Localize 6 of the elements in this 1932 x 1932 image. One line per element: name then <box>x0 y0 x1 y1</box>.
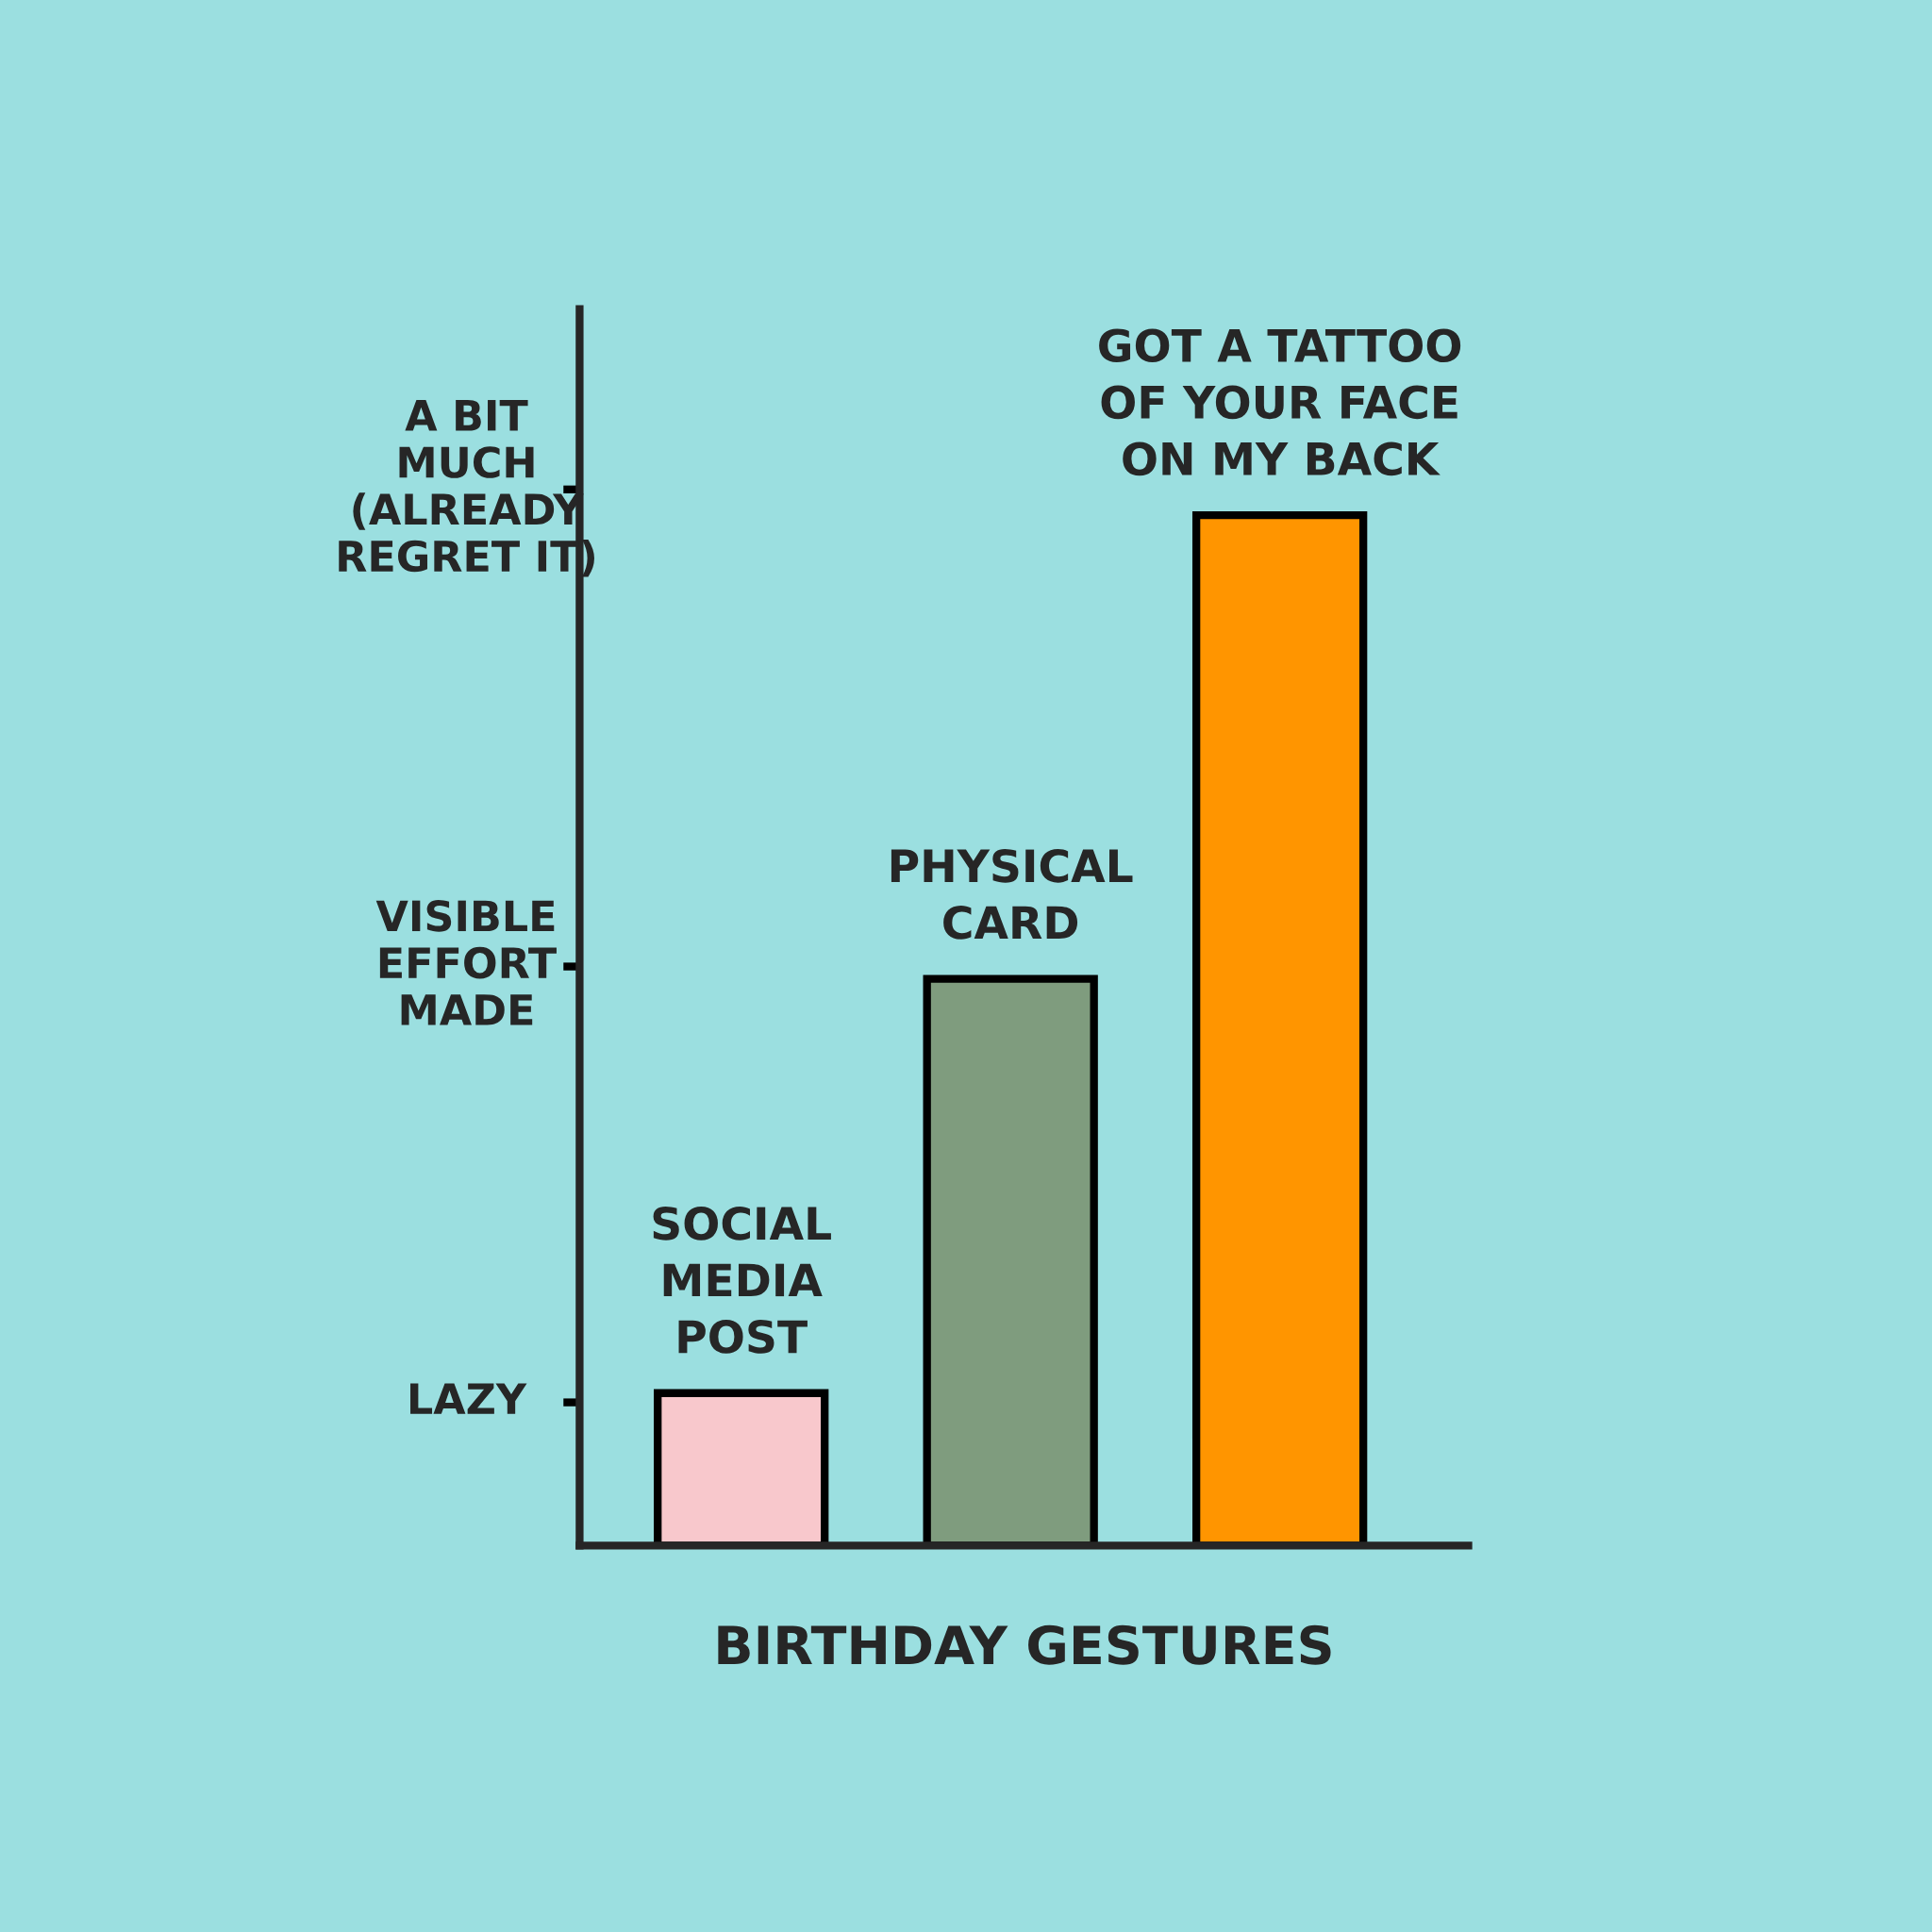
x-tick-label: PHYSICAL CARD <box>891 848 1133 940</box>
x-tick-label: GOT A TATTOO OF YOUR FACE ON MY BACK <box>1099 328 1461 476</box>
x-tick-label: SOCIAL MEDIA POST <box>653 1207 831 1354</box>
x-axis-title: BIRTHDAY GESTURES <box>718 1624 1331 1665</box>
ref-line-label: LAZY <box>410 1383 527 1414</box>
ref-line-label: VISIBLE EFFORT MADE <box>375 900 557 1025</box>
